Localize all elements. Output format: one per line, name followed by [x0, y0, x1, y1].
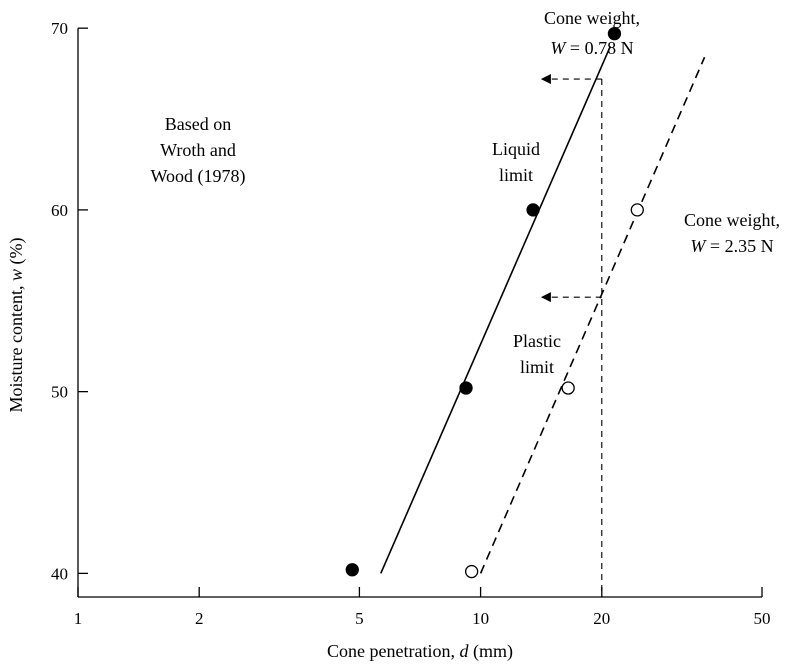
- x-axis-label: Cone penetration, d (mm): [327, 641, 513, 662]
- x-tick-label: 10: [472, 609, 489, 628]
- data-points: [345, 26, 644, 579]
- series-1-label-line-2: W = 0.78 N: [550, 38, 633, 58]
- source-annotation: Based on Wroth and Wood (1978): [150, 114, 245, 187]
- series-1-fit-line: [380, 46, 612, 574]
- y-tick-label: 50: [51, 383, 68, 402]
- limit-guides: [540, 74, 603, 597]
- x-tick-label: 50: [754, 609, 771, 628]
- x-tick-label: 2: [195, 609, 204, 628]
- plastic-limit-line-1: Plastic: [513, 331, 561, 351]
- series-1-label-line-1: Cone weight,: [544, 8, 640, 28]
- series-1-point: [607, 26, 622, 41]
- fit-lines: [380, 46, 706, 574]
- axis-ticks: 1 2 5 10 20 50 40 50 60 70: [51, 19, 771, 628]
- liquid-limit-line-1: Liquid: [492, 139, 540, 159]
- series-2-label: Cone weight, W = 2.35 N: [684, 210, 780, 256]
- plastic-limit-label: Plastic limit: [513, 331, 561, 377]
- liquid-limit-line-2: limit: [499, 165, 533, 185]
- y-tick-label: 40: [51, 564, 68, 583]
- series-2-label-line-1: Cone weight,: [684, 210, 780, 230]
- series-2-label-line-2: W = 2.35 N: [690, 236, 773, 256]
- series-1-point: [345, 563, 359, 577]
- series-1-point: [459, 381, 473, 395]
- x-tick-label: 1: [74, 609, 83, 628]
- series-2-point: [464, 564, 479, 579]
- y-tick-label: 60: [51, 201, 68, 220]
- liquid-limit-label: Liquid limit: [492, 139, 540, 185]
- series-2-point: [630, 203, 644, 217]
- x-tick-label: 20: [593, 609, 610, 628]
- x-tick-label: 5: [355, 609, 364, 628]
- source-line-2: Wroth and: [160, 140, 236, 160]
- y-tick-label: 70: [51, 19, 68, 38]
- source-line-1: Based on: [165, 114, 232, 134]
- series-2-point: [561, 381, 575, 395]
- plastic-limit-line-2: limit: [520, 357, 554, 377]
- source-line-3: Wood (1978): [150, 166, 245, 187]
- series-2-fit-line: [479, 56, 706, 574]
- series-1-label: Cone weight, W = 0.78 N: [544, 8, 640, 58]
- y-axis-label: Moisture content, w (%): [6, 238, 27, 413]
- series-1-point: [526, 203, 540, 217]
